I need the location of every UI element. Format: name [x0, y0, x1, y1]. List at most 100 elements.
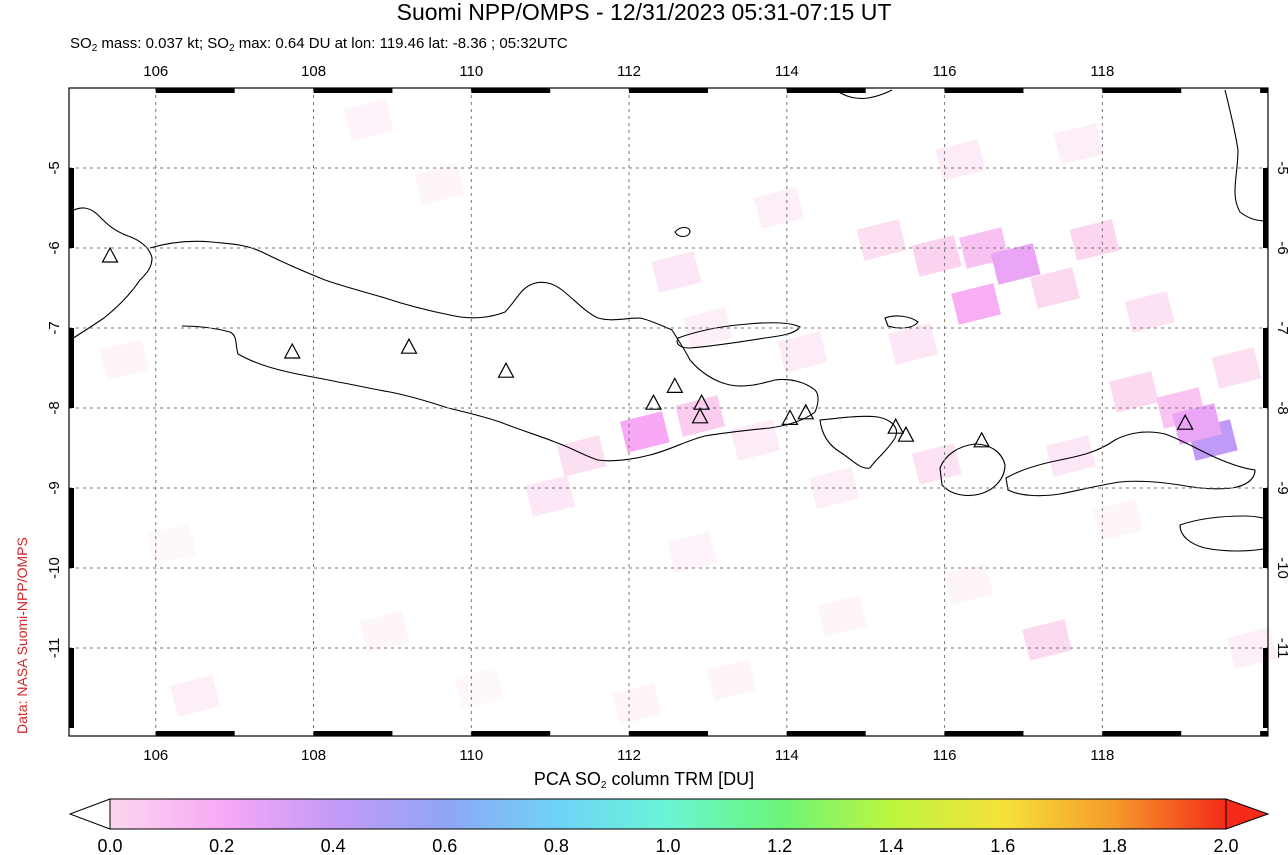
colorbar-tick-label: 2.0 — [1213, 836, 1238, 855]
volcano-triangle-icon — [101, 246, 119, 263]
so2-pixel — [1124, 291, 1175, 333]
frame-tick-bar — [1102, 731, 1182, 736]
colorbar-title: PCA SO2 column TRM [DU] — [0, 767, 1288, 798]
so2-pixel — [730, 419, 781, 461]
longitude-labels: 106 106 108 108 110 110 112 112 114 114 116 116 118 1… — [143, 63, 1114, 760]
colorbar-title-subscript: 2 — [600, 780, 607, 791]
colorbar-tick-label: 1.2 — [767, 836, 792, 855]
so2-pixel — [1093, 499, 1144, 541]
latitude-labels: -5 -5 -6 -6 -7 -7 -8 -8 -9 -9 -10 -10 -11 -11 — [46, 161, 1288, 658]
frame-tick-bar — [629, 731, 708, 736]
subtitle-max-subscript: 2 — [228, 43, 235, 54]
frame-tick-bar — [1260, 731, 1268, 736]
longitude-label-top: 116 — [933, 63, 957, 80]
volcano-triangle-icon — [887, 417, 905, 434]
coastline-java — [149, 240, 819, 462]
frame-tick-bar — [944, 731, 1024, 736]
so2-pixel — [911, 443, 962, 485]
subtitle-mass-prefix: SO — [70, 35, 92, 52]
so2-pixel — [612, 683, 662, 725]
coastline-madura — [676, 322, 801, 349]
subtitle-mass-text: mass: 0.037 kt; SO — [97, 35, 229, 52]
so2-pixel — [170, 675, 221, 717]
coastline-borneo-sulawesi-north — [834, 89, 893, 100]
longitude-label-bottom: 110 — [459, 747, 483, 760]
latitude-label-left: -11 — [46, 638, 63, 659]
latitude-label-right: -8 — [1274, 401, 1288, 414]
volcano-triangle-icon — [897, 425, 915, 442]
coastline-kangean — [884, 315, 919, 329]
so2-pixel — [1172, 403, 1222, 445]
frame-tick-bar — [155, 88, 235, 93]
so2-pixel — [343, 99, 394, 141]
colorbar-tick-label: 1.0 — [655, 836, 680, 855]
latitude-label-left: -5 — [46, 161, 63, 174]
longitude-label-top: 110 — [459, 63, 483, 80]
so2-pixel — [556, 435, 607, 477]
latitude-label-left: -7 — [46, 321, 63, 334]
volcano-triangle-icon — [283, 342, 301, 359]
so2-pixel — [1211, 347, 1262, 389]
so2-pixel — [667, 531, 718, 573]
map-subtitle: SO2 mass: 0.037 kt; SO2 max: 0.64 DU at … — [70, 34, 568, 59]
so2-pixel — [753, 187, 804, 229]
volcano-triangle-icon — [666, 377, 684, 393]
map-panel: 106 106 108 108 110 110 112 112 114 114 116 116 118 1… — [46, 63, 1288, 760]
volcano-triangle-icon — [693, 393, 711, 410]
volcano-marker-layer — [101, 246, 1194, 448]
colorbar-tick-label: 0.0 — [97, 836, 122, 855]
frame-tick-bar — [471, 731, 551, 736]
latitude-label-right: -10 — [1274, 557, 1288, 579]
colorbar-tick-label: 0.4 — [321, 836, 346, 855]
so2-pixel — [990, 243, 1041, 285]
so2-pixel — [777, 331, 828, 373]
latitude-label-right: -11 — [1274, 638, 1288, 659]
longitude-label-top: 112 — [617, 63, 641, 80]
frame-tick-bar — [786, 731, 866, 736]
map-title: Suomi NPP/OMPS - 12/31/2023 05:31-07:15 … — [396, 0, 892, 25]
latitude-label-right: -6 — [1274, 241, 1288, 254]
so2-pixel-layer — [99, 99, 1278, 725]
latitude-label-right: -7 — [1274, 321, 1288, 334]
so2-pixel — [951, 283, 1002, 325]
frame-tick-bar — [1263, 488, 1268, 568]
so2-pixel — [1030, 267, 1080, 309]
so2-pixel — [619, 411, 670, 453]
longitude-label-bottom: 116 — [933, 747, 957, 760]
so2-pixel — [99, 339, 150, 381]
frame-tick-bar — [786, 88, 866, 93]
volcano-triangle-icon — [497, 361, 515, 378]
frame-tick-bar — [1263, 648, 1268, 728]
colorbar-scale — [109, 798, 1227, 830]
frame-tick-bar — [313, 731, 393, 736]
so2-pixel — [146, 523, 197, 565]
volcano-triangle-icon — [781, 409, 799, 425]
subtitle-max-text: max: 0.64 DU at lon: 119.46 lat: -8.36 ;… — [234, 35, 568, 52]
frame-tick-bar — [313, 88, 393, 93]
colorbar-tick-label: 1.8 — [1102, 836, 1127, 855]
colorbar-tick-label: 1.6 — [990, 836, 1015, 855]
so2-pixel — [706, 659, 757, 701]
latitude-label-left: -6 — [46, 241, 63, 254]
frame-tick-bar — [471, 88, 551, 93]
longitude-label-bottom: 114 — [775, 747, 799, 760]
longitude-label-top: 114 — [775, 63, 799, 80]
so2-pixel — [1022, 619, 1073, 661]
volcano-triangle-icon — [797, 403, 815, 420]
frame-tick-bar — [155, 731, 235, 736]
frame-tick-bar — [944, 88, 1024, 93]
so2-pixel — [359, 611, 410, 653]
coastline-layer — [69, 89, 1269, 552]
colorbar-title-suffix: column TRM [DU] — [606, 769, 755, 789]
frame-tick-bar — [69, 488, 74, 568]
colorbar-min-arrow — [68, 798, 111, 830]
map-frame — [68, 87, 1269, 737]
longitude-label-top: 118 — [1090, 63, 1114, 80]
frame-tick-bar — [1102, 88, 1182, 93]
coastline-lombok — [939, 443, 1006, 497]
colorbar-tick-label: 0.8 — [544, 836, 569, 855]
volcano-triangle-icon — [1176, 413, 1194, 430]
colorbar-title-prefix: PCA SO — [533, 769, 601, 789]
volcano-triangle-icon — [973, 431, 991, 448]
so2-pixel — [911, 235, 962, 277]
